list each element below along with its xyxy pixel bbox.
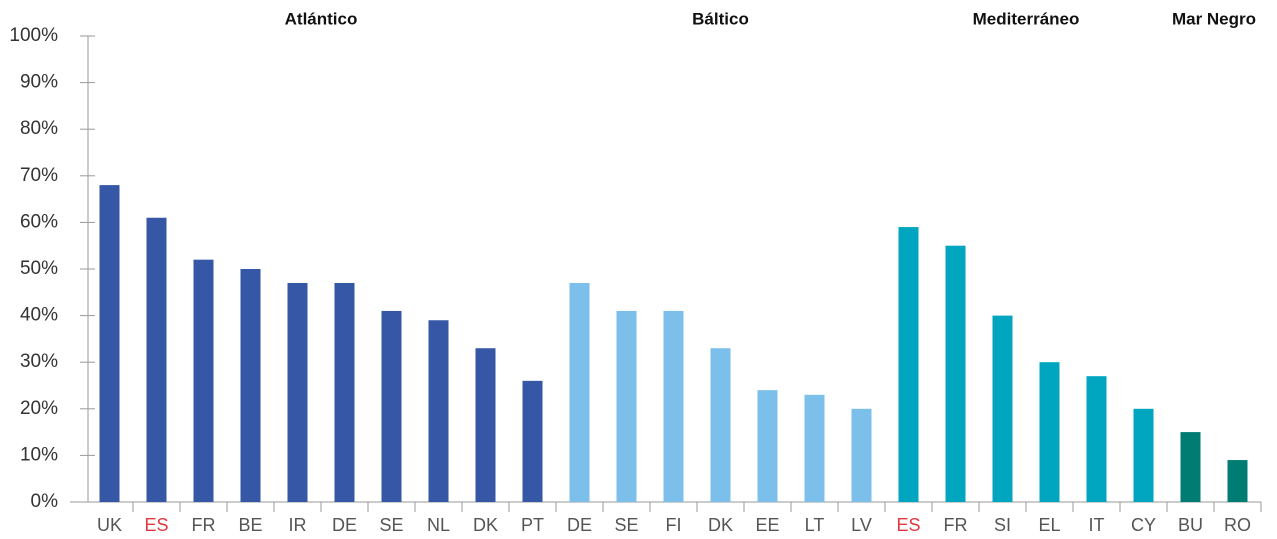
bar bbox=[1133, 408, 1154, 502]
x-tick-label: FR bbox=[192, 515, 216, 535]
bar bbox=[569, 282, 590, 502]
bar bbox=[475, 348, 496, 502]
x-tick-label: BU bbox=[1178, 515, 1203, 535]
x-tick-label: UK bbox=[97, 515, 122, 535]
bar bbox=[898, 227, 919, 502]
group-label: Mediterráneo bbox=[973, 9, 1080, 28]
x-tick-label: ES bbox=[896, 515, 920, 535]
bar bbox=[99, 185, 120, 502]
bar bbox=[287, 282, 308, 502]
bar bbox=[193, 259, 214, 502]
x-tick-label: FR bbox=[944, 515, 968, 535]
x-tick-label: SE bbox=[379, 515, 403, 535]
x-tick-label: LT bbox=[805, 515, 825, 535]
bar bbox=[146, 217, 167, 503]
y-tick-label: 60% bbox=[20, 211, 58, 232]
y-tick-label: 20% bbox=[20, 398, 58, 419]
bar bbox=[1086, 376, 1107, 502]
x-tick-label: EE bbox=[755, 515, 779, 535]
group-label: Báltico bbox=[692, 9, 749, 28]
x-tick-label: RO bbox=[1224, 515, 1251, 535]
group-label: Mar Negro bbox=[1172, 9, 1256, 28]
x-tick-label: SE bbox=[614, 515, 638, 535]
y-tick-label: 100% bbox=[9, 25, 58, 46]
x-tick-label: IT bbox=[1089, 515, 1105, 535]
y-tick-label: 90% bbox=[20, 72, 58, 93]
group-label: Atlántico bbox=[285, 9, 358, 28]
bar bbox=[663, 310, 684, 502]
bar bbox=[804, 394, 825, 502]
bar bbox=[992, 315, 1013, 502]
bar bbox=[757, 390, 778, 502]
bar bbox=[945, 245, 966, 502]
y-tick-label: 80% bbox=[20, 118, 58, 139]
bar bbox=[851, 408, 872, 502]
bar bbox=[1180, 432, 1201, 502]
x-tick-label: DK bbox=[473, 515, 498, 535]
bar bbox=[616, 310, 637, 502]
x-tick-label: IR bbox=[289, 515, 307, 535]
y-tick-label: 40% bbox=[20, 305, 58, 326]
x-tick-label: DK bbox=[708, 515, 733, 535]
x-tick-label: FI bbox=[666, 515, 682, 535]
y-tick-label: 70% bbox=[20, 165, 58, 186]
x-tick-label: SI bbox=[994, 515, 1011, 535]
bar bbox=[522, 380, 543, 502]
bar bbox=[381, 310, 402, 502]
x-tick-label: EL bbox=[1038, 515, 1060, 535]
x-tick-label: LV bbox=[851, 515, 872, 535]
x-tick-label: PT bbox=[521, 515, 544, 535]
bar bbox=[240, 269, 261, 502]
bar bbox=[1227, 460, 1248, 502]
x-tick-label: NL bbox=[427, 515, 450, 535]
x-tick-label: BE bbox=[238, 515, 262, 535]
y-tick-label: 10% bbox=[20, 444, 58, 465]
bar bbox=[334, 282, 355, 502]
bar bbox=[1039, 362, 1060, 502]
x-tick-label: ES bbox=[144, 515, 168, 535]
y-tick-label: 50% bbox=[20, 258, 58, 279]
bar bbox=[428, 320, 449, 502]
x-tick-label: DE bbox=[567, 515, 592, 535]
x-tick-label: CY bbox=[1131, 515, 1156, 535]
bar bbox=[710, 348, 731, 502]
y-tick-label: 30% bbox=[20, 351, 58, 372]
x-tick-label: DE bbox=[332, 515, 357, 535]
y-tick-label: 0% bbox=[31, 491, 59, 512]
